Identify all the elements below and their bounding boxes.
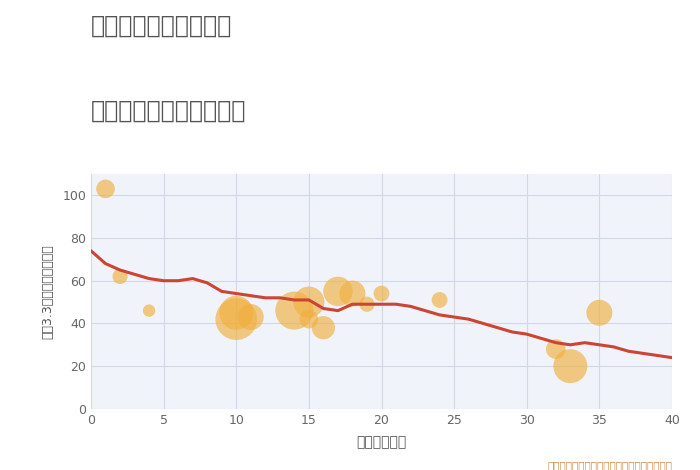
X-axis label: 築年数（年）: 築年数（年） <box>356 435 407 449</box>
Point <box>114 273 126 280</box>
Point <box>231 309 242 316</box>
Point <box>361 300 372 308</box>
Point <box>550 345 561 353</box>
Point <box>434 296 445 304</box>
Point <box>100 185 111 193</box>
Point <box>144 307 155 314</box>
Point <box>376 290 387 298</box>
Y-axis label: 坪（3.3㎡）単価（万円）: 坪（3.3㎡）単価（万円） <box>41 244 54 339</box>
Point <box>289 307 300 314</box>
Point <box>594 309 605 316</box>
Point <box>245 313 256 321</box>
Point <box>332 288 344 295</box>
Point <box>231 315 242 323</box>
Text: 円の大きさは、取引のあった物件面積を示す: 円の大きさは、取引のあった物件面積を示す <box>547 461 672 470</box>
Point <box>346 290 358 298</box>
Point <box>565 362 576 370</box>
Point <box>318 324 329 331</box>
Text: 兵庫県姫路市青山北の: 兵庫県姫路市青山北の <box>91 14 232 38</box>
Point <box>303 298 314 306</box>
Text: 築年数別中古戸建て価格: 築年数別中古戸建て価格 <box>91 99 246 123</box>
Point <box>303 315 314 323</box>
